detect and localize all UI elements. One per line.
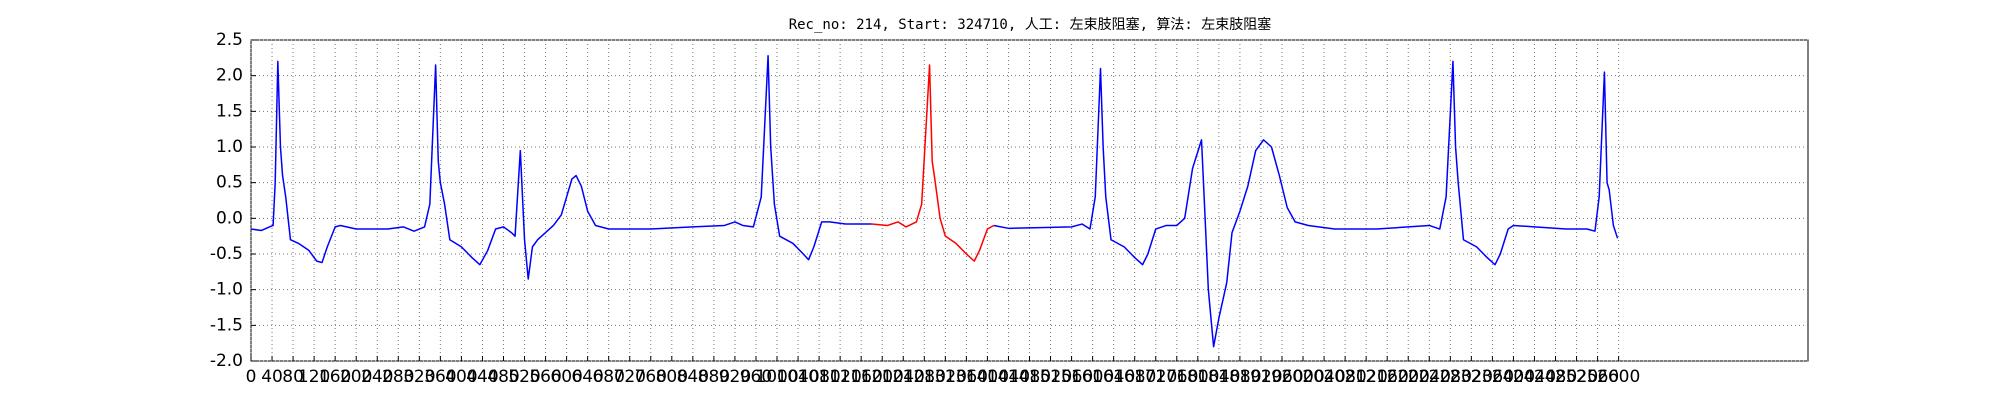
x-tick-label: 520 xyxy=(508,367,540,387)
x-tick-label: 600 xyxy=(550,367,582,387)
x-tick-label: 640 xyxy=(571,367,603,387)
x-tick-label: 1400 xyxy=(966,367,1009,387)
x-tick-label: 1120 xyxy=(819,367,862,387)
y-tick-label: -2.0 xyxy=(210,351,243,371)
x-tick-label: 840 xyxy=(677,367,709,387)
x-tick-label: 1200 xyxy=(861,367,904,387)
y-tick-label: 1.5 xyxy=(216,101,243,121)
x-tick-label: 880 xyxy=(698,367,730,387)
x-tick-label: 2160 xyxy=(1366,367,1409,387)
y-tick-label: 0.5 xyxy=(216,173,243,193)
x-tick-label: 440 xyxy=(466,367,498,387)
x-tick-label: 1640 xyxy=(1092,367,1135,387)
x-tick-label: 2080 xyxy=(1323,367,1366,387)
y-tick-label: 1.0 xyxy=(216,137,243,157)
x-tick-label: 1560 xyxy=(1050,367,1093,387)
x-tick-label: 480 xyxy=(487,367,519,387)
x-tick-label: 1440 xyxy=(987,367,1030,387)
x-tick-label: 1000 xyxy=(755,367,798,387)
x-tick-label: 2040 xyxy=(1302,367,1345,387)
x-tick-label: 40 xyxy=(261,367,283,387)
x-tick-label: 1320 xyxy=(924,367,967,387)
x-tick-label: 320 xyxy=(403,367,435,387)
x-tick-label: 2280 xyxy=(1429,367,1472,387)
x-tick-label: 1960 xyxy=(1260,367,1303,387)
x-tick-label: 1760 xyxy=(1155,367,1198,387)
x-tick-label: 2120 xyxy=(1345,367,1388,387)
ecg-line xyxy=(871,64,995,262)
y-tick-label: -1.0 xyxy=(210,280,243,300)
y-tick-label: 0.0 xyxy=(216,208,243,228)
y-tick-label: -1.5 xyxy=(210,315,243,335)
x-tick-label: 2000 xyxy=(1281,367,1324,387)
x-tick-label: 240 xyxy=(361,367,393,387)
chart-title: Rec_no: 214, Start: 324710, 人工: 左束肢阻塞, 算… xyxy=(789,16,1272,33)
x-tick-label: 2600 xyxy=(1597,367,1640,387)
x-tick-label: 760 xyxy=(635,367,667,387)
x-tick-label: 1520 xyxy=(1029,367,1072,387)
x-tick-label: 160 xyxy=(319,367,351,387)
x-tick-label: 80 xyxy=(282,367,304,387)
x-tick-label: 2480 xyxy=(1534,367,1577,387)
x-tick-label: 2240 xyxy=(1408,367,1451,387)
x-tick-label: 1360 xyxy=(945,367,988,387)
y-tick-label: 2.5 xyxy=(216,30,243,50)
x-tick-label: 280 xyxy=(382,367,414,387)
x-tick-label: 1040 xyxy=(776,367,819,387)
x-tick-label: 920 xyxy=(719,367,751,387)
x-tick-label: 2440 xyxy=(1513,367,1556,387)
x-tick-label: 1840 xyxy=(1197,367,1240,387)
x-tick-label: 1080 xyxy=(797,367,840,387)
x-tick-label: 2560 xyxy=(1576,367,1619,387)
x-tick-label: 2320 xyxy=(1450,367,1493,387)
x-tick-label: 1160 xyxy=(840,367,883,387)
x-tick-label: 1800 xyxy=(1176,367,1219,387)
y-tick-label: 2.0 xyxy=(216,66,243,86)
x-tick-label: 560 xyxy=(529,367,561,387)
x-tick-label: 1280 xyxy=(903,367,946,387)
x-tick-label: 1480 xyxy=(1008,367,1051,387)
x-tick-label: 2400 xyxy=(1492,367,1535,387)
x-tick-label: 2200 xyxy=(1387,367,1430,387)
x-tick-label: 1240 xyxy=(882,367,925,387)
x-tick-label: 1600 xyxy=(1071,367,1114,387)
x-tick-label: 120 xyxy=(298,367,330,387)
x-tick-label: 1720 xyxy=(1134,367,1177,387)
x-tick-label: 200 xyxy=(340,367,372,387)
x-tick-label: 2520 xyxy=(1555,367,1598,387)
x-tick-label: 360 xyxy=(424,367,456,387)
x-tick-label: 800 xyxy=(656,367,688,387)
x-tick-label: 960 xyxy=(740,367,772,387)
ecg-line xyxy=(250,54,1619,348)
x-tick-label: 400 xyxy=(445,367,477,387)
x-tick-label: 720 xyxy=(614,367,646,387)
y-tick-label: -0.5 xyxy=(210,244,243,264)
x-tick-label: 1880 xyxy=(1218,367,1261,387)
x-tick-label: 0 xyxy=(246,367,257,387)
x-tick-label: 1920 xyxy=(1239,367,1282,387)
x-tick-label: 1680 xyxy=(1113,367,1156,387)
x-tick-label: 2360 xyxy=(1471,367,1514,387)
x-tick-label: 680 xyxy=(592,367,624,387)
